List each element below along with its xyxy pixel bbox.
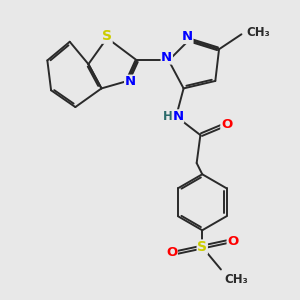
Text: CH₃: CH₃ — [225, 273, 248, 286]
Text: O: O — [227, 235, 238, 248]
Text: S: S — [102, 29, 112, 43]
Text: S: S — [197, 240, 207, 254]
Text: N: N — [125, 75, 136, 88]
Text: N: N — [182, 30, 193, 44]
Text: N: N — [172, 110, 184, 123]
Text: CH₃: CH₃ — [246, 26, 270, 39]
Text: O: O — [221, 118, 232, 131]
Text: O: O — [166, 246, 177, 259]
Text: N: N — [161, 51, 172, 64]
Text: H: H — [163, 110, 173, 123]
